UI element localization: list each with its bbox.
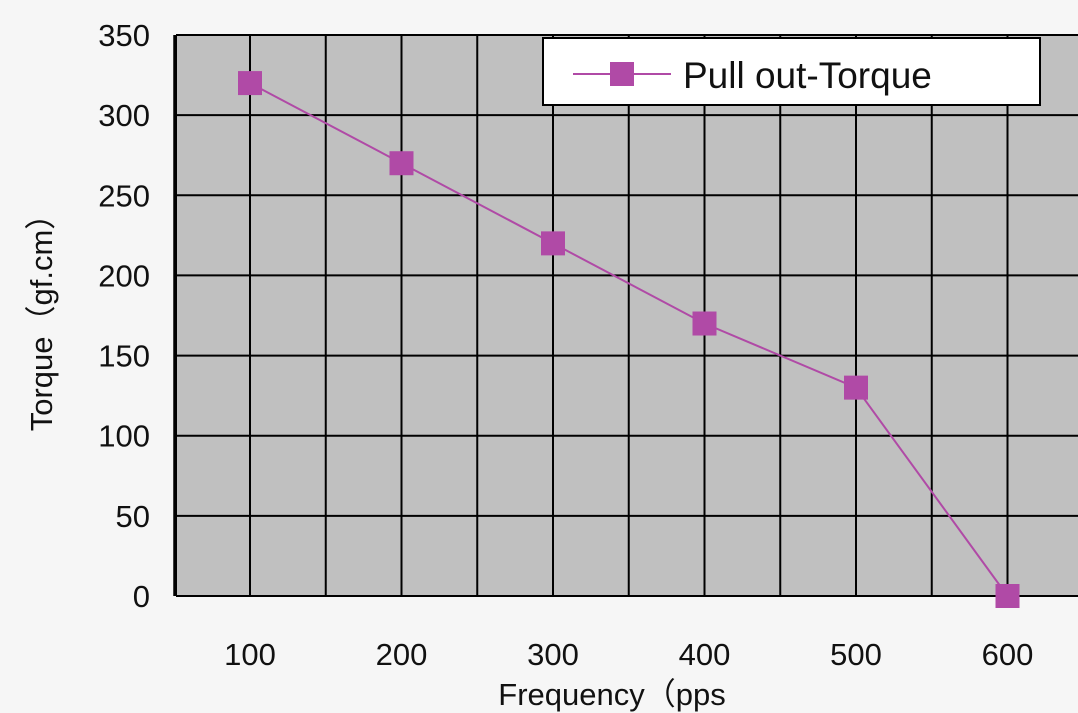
data-point [238, 71, 262, 96]
series-layer [238, 71, 1020, 608]
y-tick-label: 300 [98, 98, 150, 133]
data-point [389, 151, 414, 176]
legend-marker [610, 62, 634, 86]
legend: Pull out-Torque [542, 37, 1041, 106]
y-axis-title: Torque（gf.cm） [24, 199, 59, 432]
legend-label: Pull out-Torque [683, 55, 932, 96]
y-tick-label: 150 [98, 339, 150, 374]
y-axis-ticks: 0 50 100 150 200 250 300 350 [98, 18, 150, 614]
y-tick-label: 200 [98, 258, 150, 293]
series-line [249, 82, 1009, 597]
x-tick-label: 600 [982, 637, 1034, 672]
y-tick-label: 350 [98, 18, 150, 53]
x-tick-label: 100 [224, 637, 276, 672]
x-axis-title: Frequency（pps [498, 677, 725, 712]
x-axis-ticks: 100 200 300 400 500 600 [224, 637, 1033, 672]
plot-area [176, 35, 1078, 596]
data-point [692, 311, 717, 336]
x-tick-label: 400 [679, 637, 731, 672]
x-tick-label: 300 [527, 637, 579, 672]
data-point [541, 231, 565, 256]
x-tick-label: 200 [376, 637, 428, 672]
data-point [844, 375, 868, 400]
grid [173, 34, 1078, 597]
y-tick-label: 100 [98, 419, 150, 454]
data-point [995, 584, 1020, 608]
x-tick-label: 500 [830, 637, 882, 672]
y-tick-label: 0 [133, 579, 150, 614]
y-tick-label: 250 [98, 178, 150, 213]
y-tick-label: 50 [116, 499, 150, 534]
